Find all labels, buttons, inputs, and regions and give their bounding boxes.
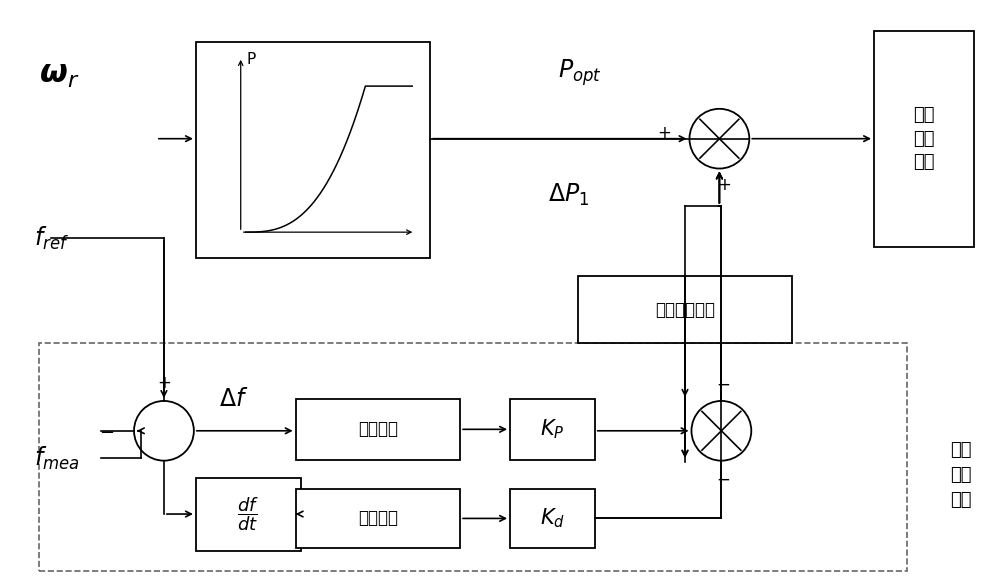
- Text: +: +: [658, 124, 671, 142]
- Text: $f_{mea}$: $f_{mea}$: [34, 444, 80, 472]
- Text: $-$: $-$: [99, 422, 114, 440]
- Text: +: +: [717, 176, 731, 194]
- Text: $\boldsymbol{\omega}_r$: $\boldsymbol{\omega}_r$: [39, 59, 80, 90]
- Text: P: P: [247, 52, 256, 68]
- Text: $K_P$: $K_P$: [540, 417, 565, 441]
- Text: 模拟
惯性
控制: 模拟 惯性 控制: [950, 441, 971, 508]
- Text: $\dfrac{df}{dt}$: $\dfrac{df}{dt}$: [237, 495, 259, 533]
- Bar: [196, 478, 301, 551]
- Text: $\Delta P_1$: $\Delta P_1$: [548, 182, 589, 208]
- Text: 低通滤波: 低通滤波: [358, 510, 398, 528]
- Bar: [874, 31, 974, 247]
- Bar: [510, 489, 595, 548]
- Text: 转速保护模块: 转速保护模块: [655, 301, 715, 319]
- Text: $f_{ref}$: $f_{ref}$: [34, 224, 69, 252]
- Text: $\Delta f$: $\Delta f$: [219, 387, 248, 411]
- Text: $K_d$: $K_d$: [540, 507, 565, 530]
- Bar: [578, 276, 792, 343]
- Text: $-$: $-$: [716, 469, 730, 487]
- Bar: [510, 399, 595, 460]
- Text: $-$: $-$: [716, 375, 730, 392]
- Text: +: +: [157, 375, 171, 392]
- Bar: [296, 489, 460, 548]
- Text: $P_{opt}$: $P_{opt}$: [558, 58, 602, 88]
- Bar: [196, 42, 430, 258]
- Text: 高通滤波: 高通滤波: [358, 420, 398, 438]
- Text: 转子
侧变
流器: 转子 侧变 流器: [913, 106, 935, 171]
- Bar: [296, 399, 460, 460]
- Bar: [39, 343, 907, 571]
